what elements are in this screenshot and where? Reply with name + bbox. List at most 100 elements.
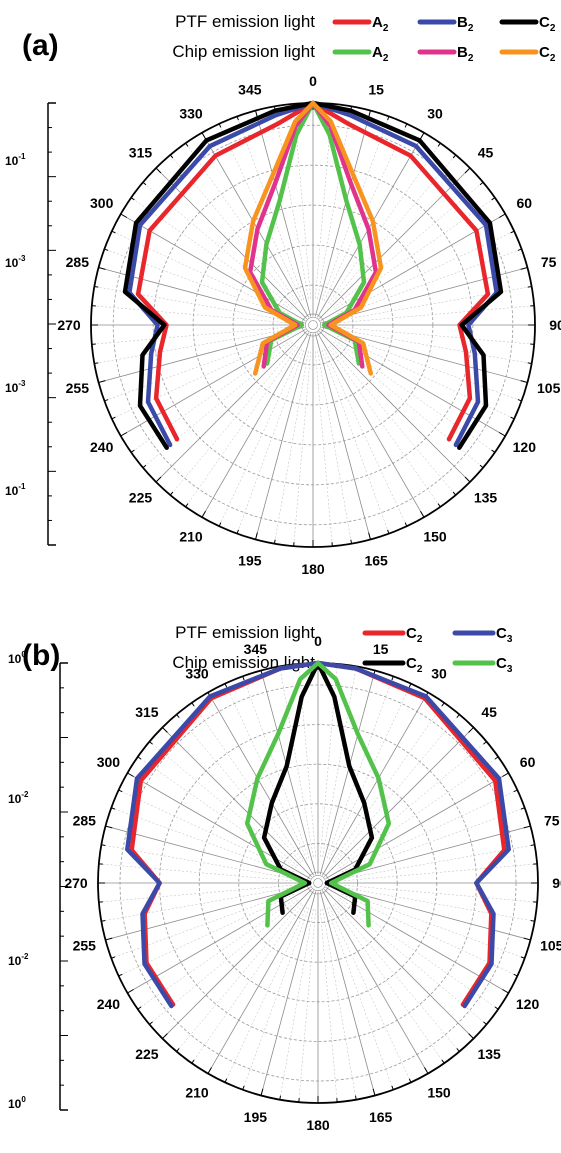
grid-spoke	[127, 772, 311, 879]
angular-tick	[201, 510, 206, 518]
grid-spoke	[162, 727, 313, 878]
panel-label: (a)	[22, 29, 59, 62]
angle-tick-label: 15	[368, 81, 384, 97]
angular-tick	[498, 213, 506, 218]
angle-tick-label: 225	[129, 490, 153, 506]
angle-tick-label: 15	[373, 641, 389, 657]
angular-tick	[104, 399, 109, 402]
radial-scale-label: 10-1	[5, 482, 26, 498]
angle-tick-label: 135	[474, 490, 498, 506]
radial-scale-label: 100	[8, 650, 26, 666]
grid-spoke	[322, 890, 429, 1074]
series-line-c3-right	[315, 660, 392, 928]
angular-tick	[452, 154, 457, 159]
angle-tick-label: 210	[179, 528, 203, 544]
angular-tick	[94, 285, 99, 288]
angular-tick	[468, 1033, 474, 1039]
grid-spoke	[326, 825, 531, 882]
angle-tick-label: 330	[185, 665, 209, 681]
legend-entry-label: C3	[496, 655, 513, 675]
angle-tick-label: 120	[516, 996, 540, 1012]
angular-tick	[391, 676, 394, 681]
angular-tick	[105, 937, 113, 941]
grid-spoke	[339, 286, 532, 321]
grid-spoke	[321, 326, 528, 383]
angular-tick	[456, 1048, 460, 1052]
radial-scale-label: 10-2	[8, 790, 29, 806]
grid-spoke	[322, 908, 357, 1100]
polar-grid	[91, 103, 535, 547]
angular-tick	[441, 1059, 445, 1064]
angular-tick	[502, 772, 509, 777]
angular-tick	[456, 714, 460, 718]
angular-tick	[127, 772, 134, 777]
angle-tick-label: 285	[66, 254, 90, 270]
grid-spoke	[322, 692, 429, 876]
angular-tick	[224, 1078, 228, 1083]
angular-tick	[224, 683, 228, 688]
grid-spoke	[298, 909, 316, 1103]
grid-spoke	[319, 670, 376, 875]
angle-tick-label: 210	[185, 1085, 209, 1101]
legend-entry-label: C2	[539, 44, 556, 64]
grid-spoke	[98, 326, 305, 383]
grid-spoke	[317, 106, 352, 299]
legend-entry-label: C2	[406, 655, 423, 675]
angular-tick	[218, 123, 222, 128]
angular-tick	[494, 1006, 499, 1010]
angular-tick	[111, 230, 116, 234]
grid-spoke	[101, 887, 293, 922]
grid-ring-inner	[308, 320, 318, 330]
angular-tick	[105, 825, 113, 829]
grid-spoke	[343, 887, 535, 922]
grid-spoke	[324, 349, 408, 527]
angular-tick	[404, 123, 408, 128]
angular-tick	[479, 464, 484, 469]
grid-spoke	[339, 327, 535, 345]
series-line-c3-left	[244, 660, 321, 928]
angle-tick-label: 0	[309, 73, 317, 89]
series-line-a2-right	[310, 100, 491, 442]
angular-tick	[176, 1048, 180, 1052]
polar-grid	[98, 663, 538, 1103]
grid-spoke	[91, 305, 287, 323]
angular-tick	[530, 844, 535, 846]
radial-scale-label: 10-3	[5, 379, 26, 395]
angular-tick	[149, 741, 153, 745]
angular-tick	[483, 741, 487, 745]
angular-tick	[441, 702, 445, 707]
grid-spoke	[314, 333, 371, 540]
angular-tick	[468, 727, 474, 733]
panel-label: (b)	[22, 639, 60, 672]
series-line-c3-left	[125, 660, 321, 1009]
angular-tick	[483, 1021, 487, 1025]
grid-spoke	[321, 349, 390, 534]
grid-spoke	[314, 110, 371, 317]
angular-tick	[498, 432, 506, 437]
grid-spoke	[326, 884, 531, 941]
legend-group-label: PTF emission light	[175, 623, 315, 642]
angle-tick-label: 255	[73, 938, 97, 954]
grid-spoke	[317, 332, 425, 518]
grid-spoke	[142, 182, 293, 309]
angular-tick	[162, 727, 168, 733]
angular-tick	[530, 920, 535, 922]
grid-spoke	[323, 727, 474, 878]
angular-tick	[130, 197, 135, 201]
grid-spoke	[155, 330, 308, 483]
series-line-c3-right	[315, 660, 511, 1009]
angle-tick-label: 195	[238, 553, 262, 569]
angle-tick-label: 0	[314, 633, 322, 649]
grid-spoke	[321, 116, 390, 301]
angle-tick-label: 285	[73, 812, 97, 828]
angular-tick	[137, 756, 142, 760]
angular-tick	[142, 181, 147, 186]
angular-tick	[520, 956, 525, 959]
angular-tick	[191, 1059, 195, 1064]
angular-tick	[201, 132, 206, 140]
angular-tick	[279, 1095, 281, 1100]
angular-tick	[169, 491, 174, 496]
grid-spoke	[104, 333, 289, 402]
